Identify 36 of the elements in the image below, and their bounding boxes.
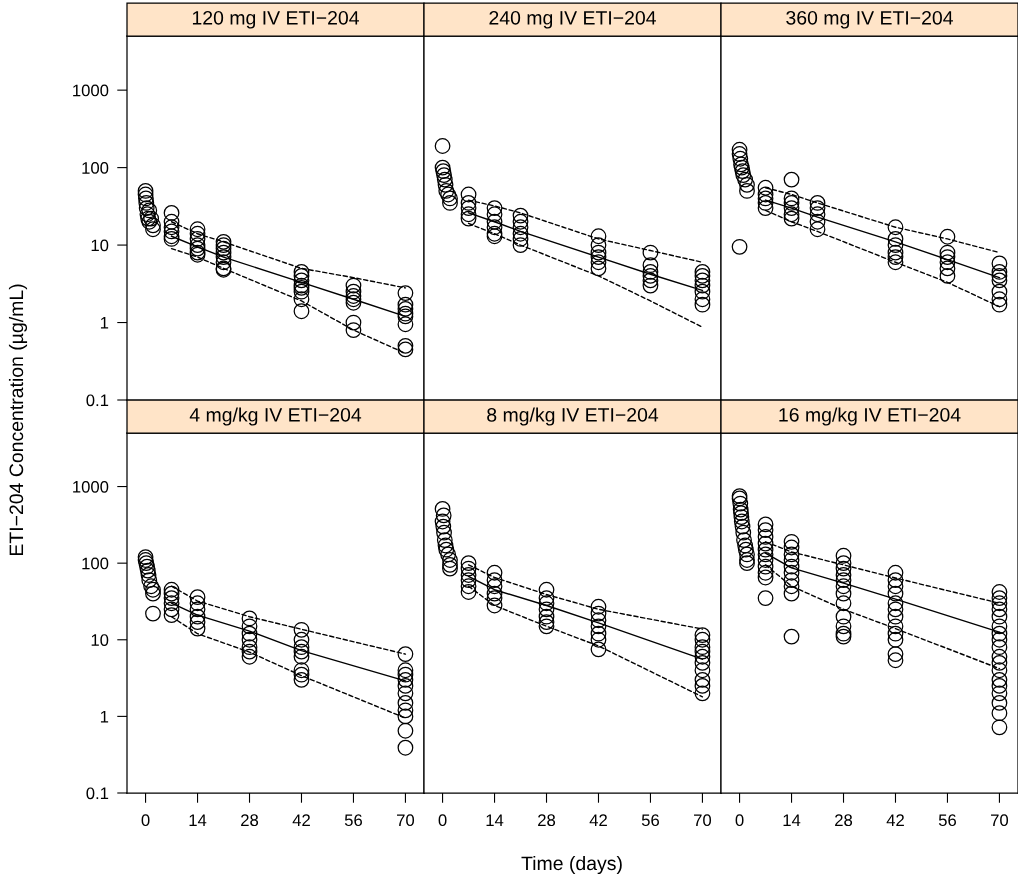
y-tick-label: 100: [82, 162, 109, 174]
x-tick-label: 56: [344, 814, 362, 827]
chart-title: 240 mg IV ETI−204: [489, 10, 656, 29]
x-tick-label: 42: [886, 814, 904, 826]
x-tick-label: 14: [189, 814, 207, 826]
y-tick-label: 100: [82, 557, 109, 570]
y-tick-label: 1: [100, 317, 109, 329]
y-tick-label: 1000: [73, 480, 109, 493]
chart-title: 360 mg IV ETI−204: [786, 10, 953, 29]
x-tick-label: 70: [397, 814, 415, 827]
y-tick-label: 0.1: [86, 394, 109, 407]
x-tick-label: 0: [141, 814, 150, 827]
chart-title: 16 mg/kg IV ETI−204: [779, 407, 961, 426]
y-tick-label: 0.1: [86, 787, 109, 800]
x-tick-label: 56: [938, 814, 956, 827]
y-tick-label: 1: [100, 710, 109, 723]
x-tick-label: 0: [438, 814, 447, 827]
x-tick-label: 14: [783, 814, 801, 826]
x-tick-label: 42: [589, 814, 607, 826]
chart-title: 8 mg/kg IV ETI−204: [487, 407, 659, 426]
x-tick-label: 28: [538, 814, 556, 827]
x-tick-label: 0: [735, 814, 744, 827]
chart-title: 120 mg IV ETI−204: [192, 10, 359, 29]
y-tick-label: 1000: [73, 84, 109, 97]
y-axis-title: ETI−204 Concentration (µg/mL): [8, 284, 28, 556]
x-tick-label: 28: [835, 814, 853, 827]
y-tick-label: 10: [91, 239, 109, 252]
x-tick-label: 56: [641, 814, 659, 827]
x-axis-title: Time (days): [521, 855, 622, 875]
x-tick-label: 70: [991, 814, 1009, 827]
x-tick-label: 70: [694, 814, 712, 827]
x-tick-label: 28: [241, 814, 259, 827]
x-tick-label: 42: [292, 814, 310, 826]
x-tick-label: 14: [486, 814, 504, 826]
chart-title: 4 mg/kg IV ETI−204: [189, 407, 362, 426]
y-tick-label: 10: [91, 634, 109, 646]
